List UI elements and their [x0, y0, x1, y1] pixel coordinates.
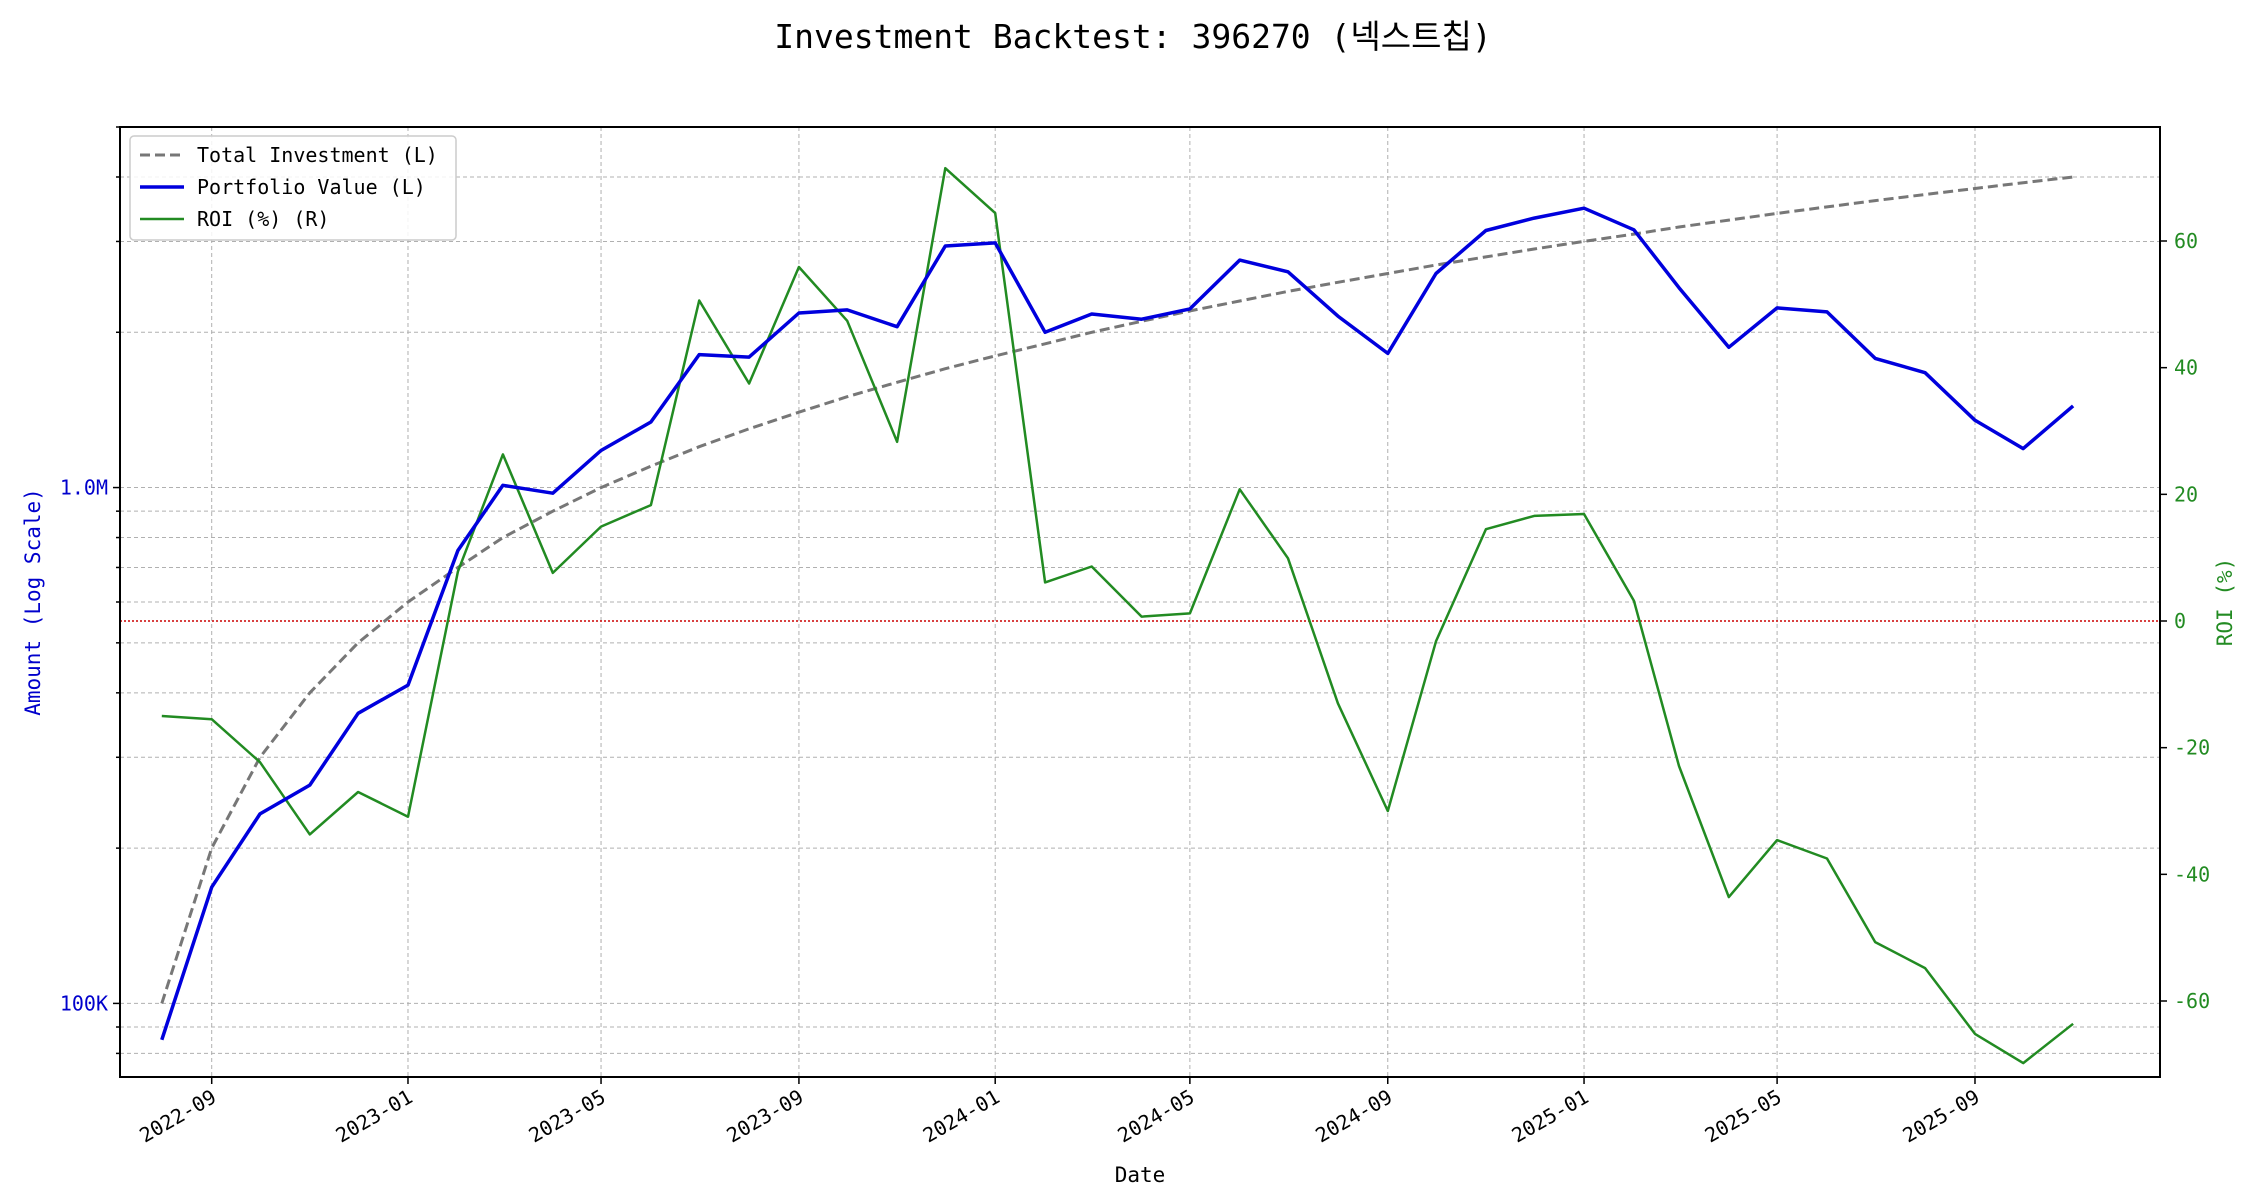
- x-tick-label: 2025-09: [1898, 1085, 1983, 1148]
- left-tick-label: 1.0M: [60, 476, 108, 500]
- series-layer: [160, 166, 2075, 1065]
- series-line-portfolio-value-l: [160, 206, 2075, 1041]
- x-tick-label: 2024-09: [1311, 1085, 1396, 1148]
- x-tick-label: 2025-01: [1507, 1085, 1592, 1148]
- left-y-axis-label: Amount (Log Scale): [21, 488, 45, 716]
- right-y-axis-label: ROI (%): [2213, 558, 2237, 647]
- x-tick-label: 2025-05: [1701, 1085, 1786, 1148]
- grid-layer: [120, 126, 2160, 1077]
- x-tick-label: 2024-01: [919, 1085, 1004, 1148]
- series-line-total-investment-l: [160, 175, 2074, 1004]
- right-tick-label: -40: [2174, 862, 2210, 886]
- right-y-axis: -60 -40 -20 0 20 40 60: [2160, 229, 2210, 1013]
- series-line-roi-r: [161, 166, 2074, 1065]
- chart-title: Investment Backtest: 396270 (넥스트칩): [774, 17, 1491, 56]
- right-tick-label: 0: [2174, 609, 2186, 633]
- x-tick-label: 2023-01: [331, 1085, 416, 1148]
- left-y-axis: 100K 1.0M: [60, 126, 120, 1055]
- x-axis-label: Date: [1115, 1163, 1166, 1187]
- x-tick-label: 2023-09: [722, 1085, 807, 1148]
- legend-label-total-investment: Total Investment (L): [197, 143, 438, 167]
- right-tick-label: -60: [2174, 989, 2210, 1013]
- right-tick-label: 60: [2174, 229, 2198, 253]
- legend: Total Investment (L) Portfolio Value (L)…: [129, 135, 457, 241]
- x-tick-label: 2023-05: [524, 1085, 609, 1148]
- legend-label-roi: ROI (%) (R): [197, 207, 329, 231]
- right-tick-label: 20: [2174, 482, 2198, 506]
- right-tick-label: 40: [2174, 356, 2198, 380]
- legend-label-portfolio-value: Portfolio Value (L): [197, 175, 426, 199]
- x-tick-label: 2024-05: [1113, 1085, 1198, 1148]
- x-axis: 2022-09 2023-01 2023-05 2023-09 2024-01 2024-…: [135, 1077, 1984, 1148]
- plot-frame: [119, 126, 2161, 1078]
- legend-box: [129, 135, 457, 241]
- right-tick-label: -20: [2174, 736, 2210, 760]
- x-tick-label: 2022-09: [135, 1085, 220, 1148]
- left-tick-label: 100K: [60, 991, 108, 1015]
